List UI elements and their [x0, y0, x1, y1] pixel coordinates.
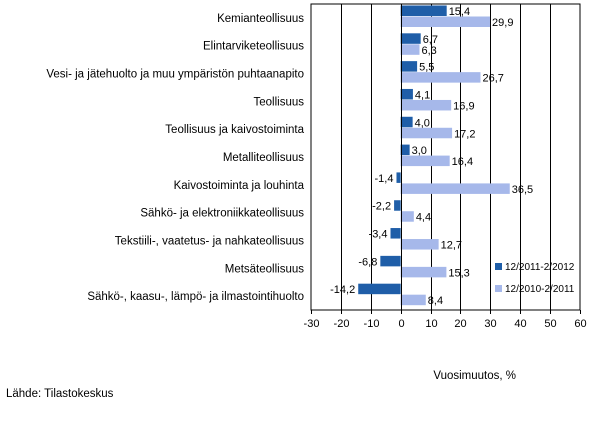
legend-swatch	[495, 285, 502, 292]
data-label: -3,4	[369, 229, 388, 241]
bar	[400, 127, 453, 139]
bar	[400, 239, 439, 250]
legend-label: 12/2010-2/2011	[505, 284, 575, 295]
category-label: Kemianteollisuus	[217, 13, 304, 25]
bar	[400, 211, 414, 222]
data-label: -1,4	[375, 173, 394, 185]
data-label: 5,5	[419, 62, 434, 74]
bar	[400, 266, 447, 278]
data-label: 12,7	[441, 240, 462, 252]
bar	[400, 61, 418, 72]
data-label: 17,2	[454, 128, 475, 140]
tick-label: 10	[425, 318, 437, 330]
tick-label: -20	[334, 318, 350, 330]
bar	[400, 72, 481, 83]
bar	[394, 200, 401, 211]
bar	[400, 116, 413, 128]
data-label: 29,9	[492, 17, 513, 29]
bar	[400, 33, 421, 44]
category-label: Metsäteollisuus	[225, 263, 305, 275]
bar	[390, 228, 401, 239]
data-label: 8,4	[428, 295, 443, 307]
category-label: Tekstiili-, vaatetus- ja nahkateollisuus	[115, 235, 304, 247]
data-label: 4,0	[415, 117, 430, 129]
bar	[400, 5, 447, 16]
tick-label: 30	[484, 318, 496, 330]
bar	[400, 155, 450, 167]
category-label: Metalliteollisuus	[223, 152, 304, 164]
data-label: 6,3	[421, 45, 436, 57]
category-label: Teollisuus ja kaivostoiminta	[165, 124, 304, 136]
tick-label: 60	[574, 318, 586, 330]
data-label: 4,1	[415, 89, 430, 101]
bar	[400, 294, 426, 306]
tick-label: 20	[454, 318, 466, 330]
bar	[400, 144, 410, 156]
data-label: -6,8	[358, 256, 377, 268]
bar	[400, 183, 510, 194]
data-label: 3,0	[412, 145, 427, 157]
category-labels: Kemianteollisuus Elintarviketeollisuus Ves…	[46, 13, 304, 303]
data-label: 36,5	[512, 184, 533, 196]
source-note: Lähde: Tilastokeskus	[6, 388, 114, 400]
data-label: -14,2	[330, 284, 355, 296]
tick-label: -30	[304, 318, 320, 330]
data-label: 16,9	[453, 100, 474, 112]
bar	[400, 44, 420, 55]
bar	[358, 283, 401, 295]
tick-label: 50	[544, 318, 556, 330]
category-label: Sähkö-, kaasu-, lämpö- ja ilmastointihuo…	[87, 291, 304, 303]
gridlines	[310, 3, 581, 311]
data-label: 16,4	[452, 156, 473, 168]
legend-label: 12/2011-2/2012	[505, 262, 575, 273]
bar	[400, 16, 491, 27]
legend-swatch	[495, 263, 502, 270]
bar	[396, 172, 401, 183]
legend: 12/2011-2/2012 12/2010-2/2011	[495, 262, 575, 295]
bar	[380, 255, 401, 267]
value-labels: 15,4 6,7 5,5 4,1 4,0 3,0 -1,4 -2,2 -3,4 -6,8 -14,2…	[330, 6, 533, 307]
x-axis-title: Vuosimuutos, %	[433, 370, 516, 382]
category-label: Vesi- ja jätehuolto ja muu ympäristön pu…	[46, 69, 304, 81]
data-label: 15,3	[448, 267, 469, 279]
plot-frame	[310, 3, 581, 311]
category-label: Kaivostoiminta ja louhinta	[174, 180, 305, 192]
data-label: -2,2	[372, 201, 391, 213]
category-label: Elintarviketeollisuus	[203, 41, 304, 53]
x-axis: -30 -20 -10 0 10 20 30 40 50 60	[304, 4, 587, 330]
category-label: Sähkö- ja elektroniikkateollisuus	[140, 208, 304, 220]
tick-label: 40	[514, 318, 526, 330]
tick-label: -10	[364, 318, 380, 330]
data-label: 4,4	[416, 212, 431, 224]
data-label: 6,7	[423, 34, 438, 46]
data-label: 26,7	[482, 73, 503, 85]
tick-label: 0	[398, 318, 404, 330]
category-label: Teollisuus	[254, 96, 305, 108]
bar	[400, 99, 452, 111]
data-label: 15,4	[449, 6, 470, 18]
bars	[358, 5, 510, 306]
bar	[400, 88, 413, 100]
